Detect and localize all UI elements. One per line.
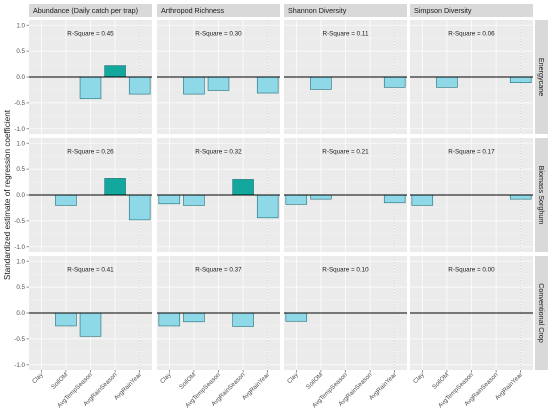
- column-strip: [284, 4, 407, 17]
- bar-Clay: [285, 194, 308, 205]
- r-square-label: R-Square = 0.32: [195, 148, 242, 155]
- bar-Clay: [285, 312, 308, 322]
- r-square-label: R-Square = 0.11: [323, 30, 369, 37]
- r-square-label: R-Square = 0.37: [195, 266, 242, 273]
- x-tick-label: Clay: [159, 371, 173, 385]
- bar-SoilOM: [183, 194, 205, 206]
- column-strip-label: Arthropod Richness: [161, 6, 225, 15]
- y-tick-label: 0.0: [16, 192, 25, 199]
- y-tick-label: 0.5: [16, 48, 25, 55]
- bar-AvgRainSeason: [104, 65, 126, 78]
- y-tick-label: 0.0: [16, 310, 25, 317]
- bar-AvgTempSeason: [207, 76, 230, 91]
- bar-AvgRainYear: [128, 76, 151, 95]
- column-strip: [410, 4, 533, 17]
- bar-SoilOM: [183, 76, 205, 95]
- bar-AvgRainYear: [383, 194, 406, 204]
- bar-AvgRainSeason: [232, 312, 254, 327]
- r-square-label: R-Square = 0.45: [67, 30, 114, 37]
- bar-AvgTempSeason: [79, 76, 102, 100]
- x-tick-label: Clay: [286, 371, 300, 385]
- column-strip: [29, 4, 152, 17]
- x-tick-label: Clay: [31, 371, 45, 385]
- bar-SoilOM: [310, 194, 332, 200]
- row-strip: [535, 256, 548, 370]
- y-tick-label: 1.0: [16, 140, 25, 147]
- r-square-label: R-Square = 0.10: [322, 266, 369, 273]
- row-strip-label: Energycane: [537, 58, 546, 96]
- r-square-label: R-Square = 0.21: [322, 148, 369, 155]
- y-tick-label: 0.5: [16, 166, 25, 173]
- bar-SoilOM: [436, 76, 458, 88]
- y-tick-label: -0.5: [14, 336, 25, 343]
- x-tick-label: SoilOM: [305, 371, 324, 390]
- r-square-label: R-Square = 0.00: [448, 266, 495, 273]
- bar-AvgRainYear: [383, 76, 406, 88]
- bar-AvgRainYear: [509, 194, 532, 200]
- r-square-label: R-Square = 0.41: [67, 266, 114, 273]
- y-tick-label: -1.0: [14, 244, 25, 251]
- y-tick-label: -0.5: [14, 218, 25, 225]
- row-strip: [535, 20, 548, 134]
- y-tick-label: 0.5: [16, 284, 25, 291]
- r-square-label: R-Square = 0.06: [448, 30, 495, 37]
- bar-SoilOM: [55, 194, 77, 206]
- y-axis-title: Standardized estimate of regression coef…: [3, 109, 12, 280]
- bar-AvgRainYear: [256, 194, 279, 219]
- x-tick-label: SoilOM: [431, 371, 450, 390]
- y-tick-label: 0.0: [16, 74, 25, 81]
- y-tick-label: -1.0: [14, 362, 25, 369]
- x-tick-label: Clay: [412, 371, 426, 385]
- bar-SoilOM: [183, 312, 205, 323]
- y-tick-label: 1.0: [16, 22, 25, 29]
- bar-AvgRainSeason: [104, 178, 126, 196]
- bar-AvgRainYear: [256, 76, 279, 94]
- bar-SoilOM: [310, 76, 332, 90]
- bar-Clay: [411, 194, 434, 206]
- bar-AvgRainSeason: [232, 179, 254, 196]
- y-tick-label: -1.0: [14, 126, 25, 133]
- y-tick-label: -0.5: [14, 100, 25, 107]
- column-strip-label: Simpson Diversity: [414, 6, 472, 15]
- r-square-label: R-Square = 0.17: [448, 148, 495, 155]
- r-square-label: R-Square = 0.26: [67, 148, 114, 155]
- bar-AvgRainYear: [128, 194, 151, 221]
- x-tick-label: SoilOM: [50, 371, 69, 390]
- row-strip-label: Conventional Crop: [537, 283, 546, 343]
- row-strip-label: Biomass Sorghum: [537, 166, 546, 225]
- bar-AvgTempSeason: [79, 312, 102, 337]
- r-square-label: R-Square = 0.30: [195, 30, 242, 37]
- column-strip: [157, 4, 280, 17]
- bar-Clay: [158, 312, 181, 327]
- x-tick-label: SoilOM: [178, 371, 197, 390]
- bar-AvgRainYear: [509, 76, 532, 83]
- bar-SoilOM: [55, 312, 77, 327]
- row-strip: [535, 138, 548, 252]
- column-strip-label: Abundance (Daily catch per trap): [33, 6, 138, 15]
- bar-Clay: [158, 194, 181, 205]
- column-strip-label: Shannon Diversity: [288, 6, 347, 15]
- y-tick-label: 1.0: [16, 258, 25, 265]
